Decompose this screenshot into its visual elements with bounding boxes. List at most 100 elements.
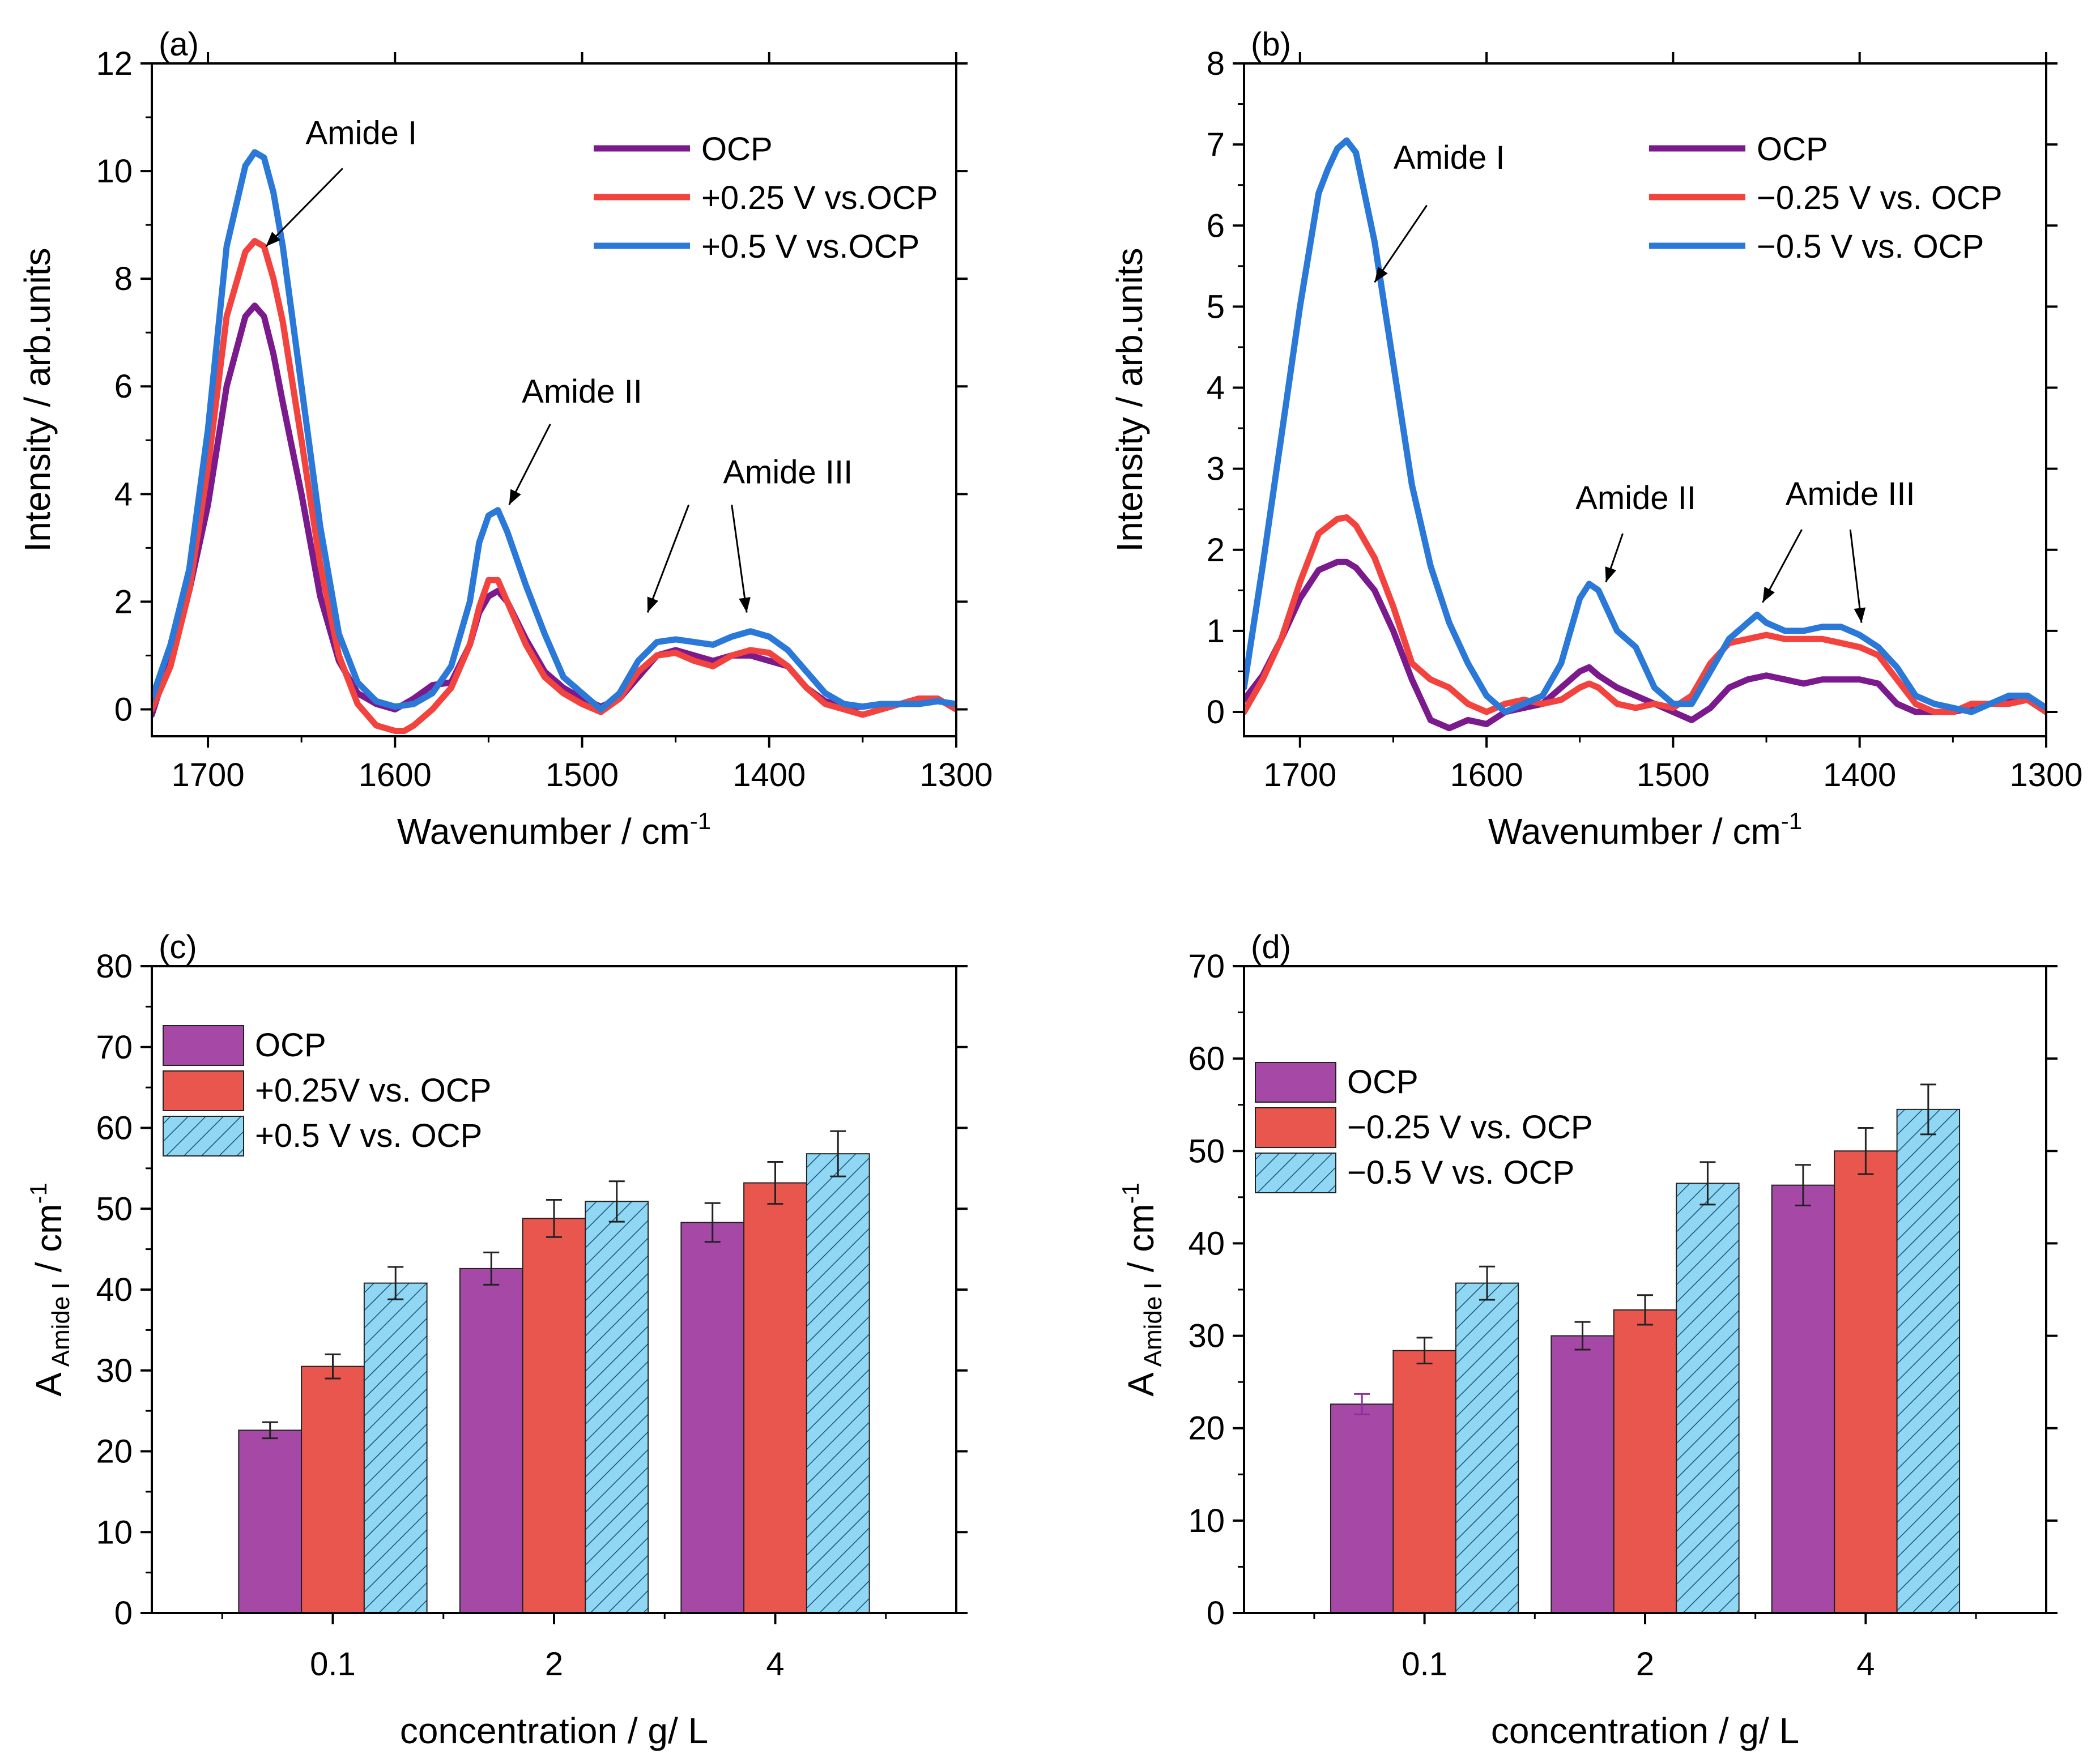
x-tick-label: 2 — [1636, 1646, 1654, 1683]
y-tick-label: 70 — [1188, 948, 1225, 985]
panel-label: (c) — [159, 929, 197, 966]
bar-1-2 — [1834, 1150, 1898, 1614]
bar-1-2 — [743, 1182, 807, 1614]
series-line-0 — [1244, 558, 2046, 732]
x-tick-label: 1400 — [1823, 757, 1896, 793]
x-axis-label: Wavenumber / cm-1 — [397, 808, 711, 852]
y-tick-label: 0 — [114, 691, 133, 728]
annotation-arrowhead — [1762, 587, 1775, 603]
bar-0-1 — [1550, 1335, 1615, 1614]
y-tick-label: 20 — [96, 1433, 133, 1470]
bar-0-0 — [1330, 1403, 1394, 1614]
x-tick-label: 0.1 — [310, 1646, 356, 1683]
annotation-arrow — [1374, 204, 1428, 283]
annotation-arrowhead — [266, 232, 281, 247]
x-tick-label: 1600 — [359, 757, 432, 793]
annotation-label: Amide II — [1575, 480, 1696, 517]
legend-label-1: −0.25 V vs. OCP — [1757, 180, 2003, 216]
plot-frame — [151, 965, 957, 1614]
y-tick-label: 40 — [1188, 1225, 1225, 1262]
series-line-1 — [152, 238, 956, 734]
y-tick-label: 30 — [1188, 1318, 1225, 1355]
legend-label-1: +0.25 V vs.OCP — [701, 180, 938, 216]
panel-b-chart: 1700 1600 1500 1400 1300 0 1 2 3 4 5 6 7 8 (b) Amide I A… — [1109, 26, 2083, 852]
y-tick-label: 5 — [1207, 288, 1225, 325]
y-tick-label: 60 — [96, 1110, 133, 1147]
series-line-1 — [1244, 514, 2046, 715]
y-tick-label: 50 — [1188, 1133, 1225, 1170]
y-tick-label: 50 — [96, 1190, 133, 1227]
legend-swatch-1 — [163, 1070, 244, 1111]
legend-label-2: +0.5 V vs.OCP — [701, 228, 919, 265]
annotation-arrow — [265, 168, 343, 247]
legend-swatch-1 — [1255, 1107, 1336, 1148]
annotation-label: Amide II — [522, 373, 642, 410]
y-tick-label: 10 — [96, 153, 133, 190]
bar-1-0 — [1392, 1350, 1456, 1614]
legend-swatch-0 — [163, 1025, 244, 1066]
x-tick-label: 1400 — [732, 757, 806, 793]
annotation-label: Amide III — [1786, 476, 1915, 513]
y-tick-label: 80 — [96, 948, 133, 985]
y-tick-label: 60 — [1188, 1040, 1225, 1077]
bar-0-0 — [238, 1429, 303, 1614]
y-tick-label: 0 — [1207, 1595, 1225, 1632]
legend-swatch-2 — [1255, 1153, 1336, 1193]
x-tick-label: 1300 — [2009, 757, 2082, 793]
legend-label-1: +0.25V vs. OCP — [255, 1072, 491, 1109]
bar-2-2 — [806, 1153, 870, 1614]
legend-swatch-2 — [163, 1116, 244, 1156]
legend-label-0: OCP — [255, 1027, 326, 1064]
x-axis-label: concentration / g/ L — [400, 1710, 708, 1751]
y-tick-label: 2 — [114, 583, 133, 620]
y-tick-label: 10 — [1188, 1503, 1225, 1539]
bar-1-0 — [301, 1365, 365, 1614]
y-tick-label: 8 — [1207, 45, 1225, 82]
y-axis-label: Intensity / arb.units — [17, 247, 58, 552]
legend-label-2: −0.5 V vs. OCP — [1757, 228, 1984, 265]
y-tick-label: 4 — [1207, 370, 1225, 407]
legend-label-0: OCP — [701, 131, 773, 168]
plot-frame — [151, 62, 957, 737]
bar-2-0 — [1455, 1282, 1519, 1614]
y-tick-label: 40 — [96, 1271, 133, 1308]
legend-label-1: −0.25 V vs. OCP — [1347, 1109, 1593, 1146]
annotation-label: Amide I — [306, 115, 418, 152]
bar-2-1 — [1676, 1183, 1740, 1614]
annotation-arrow — [731, 505, 748, 613]
x-tick-label: 4 — [766, 1646, 784, 1683]
y-tick-label: 2 — [1207, 532, 1225, 569]
panel-a-chart: 1700 1600 1500 1400 1300 0 2 4 6 8 10 12 (a) Amide I A… — [17, 26, 993, 852]
bar-0-1 — [459, 1268, 523, 1614]
y-tick-label: 8 — [114, 261, 133, 297]
x-tick-label: 1700 — [172, 757, 245, 793]
x-tick-label: 1500 — [546, 757, 619, 793]
legend-label-2: −0.5 V vs. OCP — [1347, 1154, 1574, 1191]
legend-label-2: +0.5 V vs. OCP — [255, 1117, 482, 1154]
series-line-2 — [1244, 137, 2046, 715]
y-tick-label: 4 — [114, 476, 133, 513]
y-axis-label: A Amide I / cm-1 — [1117, 1183, 1167, 1397]
bar-2-1 — [585, 1201, 649, 1614]
bar-2-0 — [363, 1282, 428, 1614]
x-tick-label: 1300 — [919, 757, 993, 793]
x-tick-label: 1500 — [1637, 757, 1710, 793]
y-tick-label: 10 — [96, 1514, 133, 1551]
y-tick-label: 6 — [1207, 207, 1225, 244]
y-tick-label: 30 — [96, 1352, 133, 1389]
y-tick-label: 3 — [1207, 451, 1225, 488]
panel-c-chart: 0 10 20 30 40 50 60 70 80 0.1 2 4 (c) OCP +0.25V vs. O… — [25, 929, 968, 1751]
panel-label: (d) — [1251, 929, 1291, 966]
y-tick-label: 12 — [96, 45, 133, 82]
bar-1-1 — [1613, 1309, 1677, 1614]
y-axis-label: A Amide I / cm-1 — [25, 1183, 75, 1397]
annotation-label: Amide I — [1394, 139, 1505, 176]
y-tick-label: 20 — [1188, 1410, 1225, 1447]
annotation-arrowhead — [509, 489, 521, 505]
y-tick-label: 6 — [114, 368, 133, 405]
panel-d-chart: 0 10 20 30 40 50 60 70 0.1 2 4 (d) OCP −0.25 V vs. OC… — [1117, 929, 2058, 1751]
y-axis-label: Intensity / arb.units — [1109, 247, 1150, 552]
annotation-arrowhead — [647, 596, 659, 613]
x-axis-label: concentration / g/ L — [1491, 1710, 1799, 1751]
